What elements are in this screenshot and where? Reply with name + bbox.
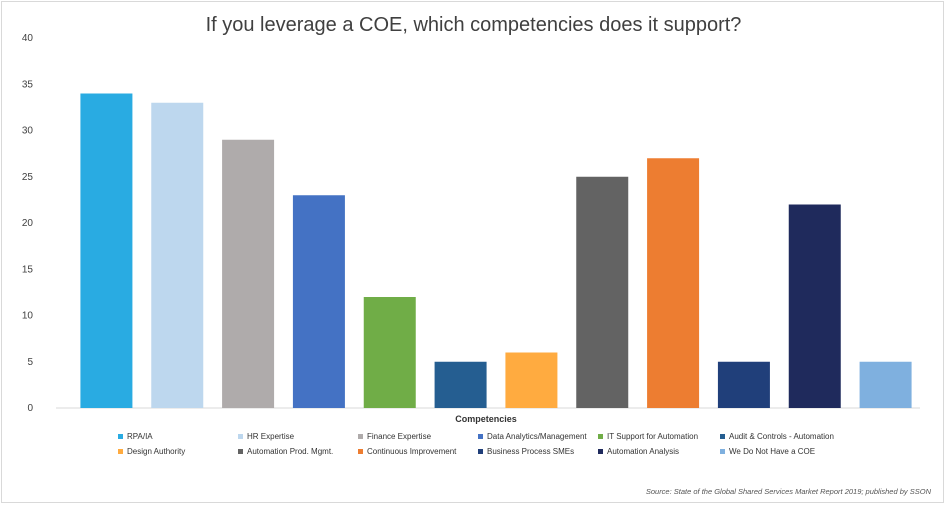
chart-title: If you leverage a COE, which competencie… [205,14,742,36]
legend-item: Audit & Controls - Automation [720,432,840,441]
bar-finance-expertise [222,139,275,408]
source-note: Source: State of the Global Shared Servi… [645,487,931,496]
legend-item: Data Analytics/Management [478,432,598,441]
legend-label: Automation Analysis [607,447,680,456]
legend-swatch [358,449,363,454]
legend-item: Finance Expertise [358,432,478,441]
legend-swatch [478,434,483,439]
legend-swatch [598,449,603,454]
bar-hr-expertise [151,102,204,408]
legend-label: Data Analytics/Management [487,432,587,441]
bar-continuous-improvement [647,158,700,408]
bar-automation-prod-mgmt [576,176,629,408]
legend-label: Audit & Controls - Automation [729,432,834,441]
bar-we-do-not-have-a-coe [859,361,912,408]
y-tick-label: 20 [22,218,34,229]
bar-it-support-for-automation [363,297,416,408]
legend-swatch [118,434,123,439]
bar-design-authority [505,352,558,408]
legend-swatch [598,434,603,439]
y-tick-label: 5 [27,357,33,368]
chart-legend: RPA/IA HR Expertise Finance Expertise Data … [118,432,878,456]
legend-swatch [358,434,363,439]
legend-label: We Do Not Have a COE [729,447,816,456]
bar-data-analytics-management [292,195,345,408]
y-tick-label: 30 [22,126,34,137]
bar-automation-analysis [788,204,841,408]
bar-audit-controls-automation [434,361,487,408]
y-axis: 0 5 10 15 20 25 30 35 40 [22,33,34,414]
legend-item: RPA/IA [118,432,238,441]
legend-swatch [720,449,725,454]
x-axis-label: Competencies [455,414,517,424]
legend-item: Business Process SMEs [478,447,598,456]
legend-item: Automation Analysis [598,447,720,456]
legend-item: Design Authority [118,447,238,456]
y-tick-label: 0 [27,403,33,414]
legend-label: IT Support for Automation [607,432,699,441]
legend-swatch [118,449,123,454]
legend-swatch [478,449,483,454]
legend-swatch [720,434,725,439]
legend-label: Design Authority [127,447,186,456]
legend-label: Business Process SMEs [487,447,575,456]
legend-item: Automation Prod. Mgmt. [238,447,358,456]
y-tick-label: 35 [22,79,34,90]
legend-swatch [238,449,243,454]
legend-item: We Do Not Have a COE [720,447,840,456]
y-tick-label: 40 [22,33,34,44]
bar-business-process-smes [717,361,770,408]
legend-item: IT Support for Automation [598,432,720,441]
legend-item: Continuous Improvement [358,447,478,456]
legend-swatch [238,434,243,439]
y-tick-label: 15 [22,264,34,275]
y-tick-label: 25 [22,172,34,183]
y-tick-label: 10 [22,311,34,322]
legend-label: RPA/IA [127,432,153,441]
legend-label: HR Expertise [247,432,295,441]
legend-label: Automation Prod. Mgmt. [247,447,334,456]
legend-label: Continuous Improvement [367,447,457,456]
bars [80,93,912,408]
legend-label: Finance Expertise [367,432,432,441]
bar-rpa-ia [80,93,133,408]
legend-item: HR Expertise [238,432,358,441]
